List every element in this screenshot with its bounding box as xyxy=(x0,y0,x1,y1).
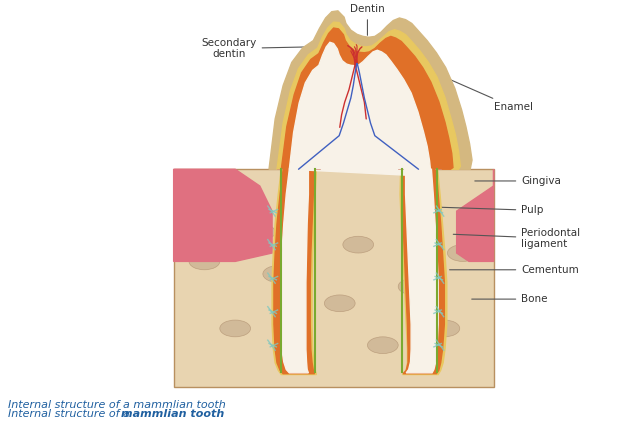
Ellipse shape xyxy=(263,265,294,282)
Polygon shape xyxy=(274,169,315,374)
Polygon shape xyxy=(174,169,272,261)
Ellipse shape xyxy=(447,245,478,261)
Text: Enamel-dentin
junction: Enamel-dentin junction xyxy=(356,34,432,72)
Ellipse shape xyxy=(398,278,429,295)
Polygon shape xyxy=(289,42,431,177)
Ellipse shape xyxy=(189,253,220,270)
Polygon shape xyxy=(457,169,494,261)
Polygon shape xyxy=(281,169,308,373)
Text: Cementum: Cementum xyxy=(449,265,579,275)
Text: mammlian tooth: mammlian tooth xyxy=(121,408,224,419)
Text: Bone: Bone xyxy=(472,294,548,304)
Text: Enamel: Enamel xyxy=(447,78,533,112)
Text: Internal structure of a: Internal structure of a xyxy=(7,408,133,419)
Text: Dentin: Dentin xyxy=(350,4,385,35)
Polygon shape xyxy=(405,169,438,373)
Polygon shape xyxy=(400,169,447,374)
Text: Pulp: Pulp xyxy=(434,205,544,215)
Polygon shape xyxy=(281,28,453,169)
Ellipse shape xyxy=(429,320,460,337)
Text: Gingiva: Gingiva xyxy=(475,176,561,186)
Polygon shape xyxy=(402,169,444,374)
Ellipse shape xyxy=(368,337,398,354)
Polygon shape xyxy=(277,22,460,169)
Ellipse shape xyxy=(343,236,374,253)
FancyBboxPatch shape xyxy=(174,169,494,387)
Polygon shape xyxy=(272,169,316,374)
Ellipse shape xyxy=(220,320,250,337)
Ellipse shape xyxy=(324,295,355,312)
Ellipse shape xyxy=(404,224,435,241)
Text: Internal structure of a mammlian tooth: Internal structure of a mammlian tooth xyxy=(7,400,226,410)
Polygon shape xyxy=(269,11,472,169)
Text: Periodontal
ligament: Periodontal ligament xyxy=(453,227,580,249)
Ellipse shape xyxy=(244,224,275,241)
Ellipse shape xyxy=(281,349,312,366)
Text: Secondary
dentin: Secondary dentin xyxy=(201,38,328,60)
